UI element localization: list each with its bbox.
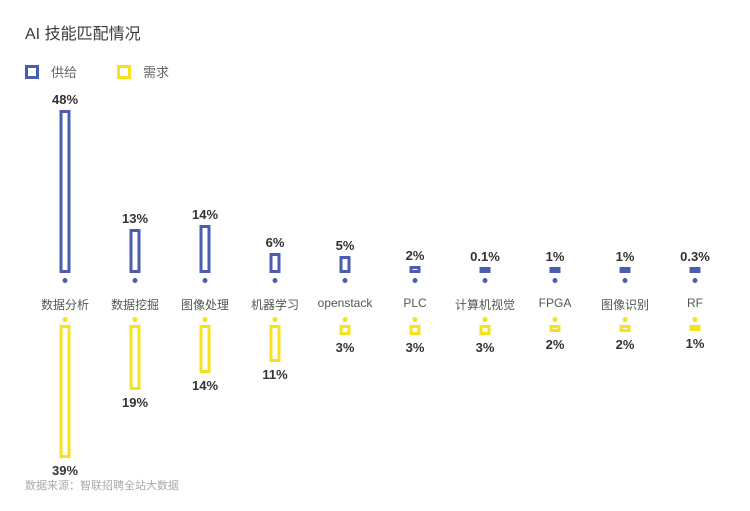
demand-value-label: 3% <box>315 340 375 355</box>
chart-title: AI 技能匹配情况 <box>25 20 725 44</box>
supply-dot <box>273 278 278 283</box>
demand-dot <box>343 317 348 322</box>
supply-bar <box>480 267 491 273</box>
category-label: FPGA <box>525 296 585 310</box>
supply-bar <box>200 225 211 273</box>
category-label: 图像处理 <box>175 296 235 313</box>
chart-column: 2% PLC 3% <box>385 91 445 481</box>
demand-value-label: 3% <box>455 340 515 355</box>
demand-bar <box>130 325 141 390</box>
demand-dot <box>553 317 558 322</box>
supply-value-label: 6% <box>245 235 305 250</box>
category-label: RF <box>665 296 725 310</box>
supply-dot <box>483 278 488 283</box>
legend: 供给 需求 <box>25 62 725 81</box>
demand-bar <box>340 325 351 335</box>
supply-dot <box>343 278 348 283</box>
chart-column: 1% 图像识别 2% <box>595 91 655 481</box>
legend-demand: 需求 <box>117 62 169 81</box>
chart-column: 48% 数据分析 39% <box>35 91 95 481</box>
category-label: 数据分析 <box>35 296 95 313</box>
supply-bar <box>340 256 351 273</box>
demand-bar <box>690 325 701 331</box>
supply-value-label: 5% <box>315 238 375 253</box>
legend-supply: 供给 <box>25 62 77 81</box>
chart-column: 6% 机器学习 11% <box>245 91 305 481</box>
demand-dot <box>273 317 278 322</box>
supply-value-label: 48% <box>35 92 95 107</box>
data-source: 数据来源：智联招聘全站大数据 <box>25 477 179 493</box>
demand-bar <box>410 325 421 335</box>
supply-value-label: 0.3% <box>665 249 725 264</box>
demand-bar <box>200 325 211 373</box>
supply-value-label: 1% <box>595 249 655 264</box>
demand-dot <box>623 317 628 322</box>
supply-value-label: 2% <box>385 248 445 263</box>
demand-bar <box>550 325 561 332</box>
demand-bar <box>480 325 491 335</box>
demand-value-label: 3% <box>385 340 445 355</box>
demand-value-label: 2% <box>595 337 655 352</box>
legend-swatch-demand <box>117 65 131 79</box>
demand-value-label: 1% <box>665 336 725 351</box>
category-label: 图像识别 <box>595 296 655 313</box>
demand-dot <box>413 317 418 322</box>
legend-supply-label: 供给 <box>51 62 77 81</box>
supply-dot <box>553 278 558 283</box>
demand-bar <box>620 325 631 332</box>
demand-value-label: 14% <box>175 378 235 393</box>
legend-demand-label: 需求 <box>143 62 169 81</box>
supply-value-label: 1% <box>525 249 585 264</box>
supply-value-label: 13% <box>105 211 165 226</box>
supply-dot <box>693 278 698 283</box>
supply-bar <box>270 253 281 273</box>
category-label: openstack <box>315 296 375 310</box>
supply-value-label: 0.1% <box>455 249 515 264</box>
category-label: 计算机视觉 <box>455 296 515 313</box>
supply-dot <box>203 278 208 283</box>
supply-bar <box>690 267 701 273</box>
supply-bar <box>130 229 141 273</box>
demand-dot <box>133 317 138 322</box>
supply-value-label: 14% <box>175 207 235 222</box>
chart-column: 0.3% RF 1% <box>665 91 725 481</box>
chart-column: 1% FPGA 2% <box>525 91 585 481</box>
category-label: 数据挖掘 <box>105 296 165 313</box>
legend-swatch-supply <box>25 65 39 79</box>
supply-dot <box>623 278 628 283</box>
chart-column: 14% 图像处理 14% <box>175 91 235 481</box>
supply-bar <box>620 267 631 273</box>
demand-value-label: 2% <box>525 337 585 352</box>
skills-chart: 48% 数据分析 39% 13% 数据挖掘 19% 14% 图像处理 14% 6% 机器学习 11% 5… <box>25 91 725 481</box>
demand-dot <box>203 317 208 322</box>
supply-bar <box>410 266 421 273</box>
supply-bar <box>60 110 71 273</box>
supply-bar <box>550 267 561 273</box>
demand-bar <box>60 325 71 458</box>
chart-column: 13% 数据挖掘 19% <box>105 91 165 481</box>
chart-column: 0.1% 计算机视觉 3% <box>455 91 515 481</box>
demand-value-label: 11% <box>245 367 305 382</box>
demand-dot <box>63 317 68 322</box>
chart-column: 5% openstack 3% <box>315 91 375 481</box>
category-label: PLC <box>385 296 445 310</box>
demand-value-label: 19% <box>105 395 165 410</box>
supply-dot <box>133 278 138 283</box>
demand-bar <box>270 325 281 362</box>
supply-dot <box>63 278 68 283</box>
demand-value-label: 39% <box>35 463 95 478</box>
demand-dot <box>483 317 488 322</box>
supply-dot <box>413 278 418 283</box>
demand-dot <box>693 317 698 322</box>
category-label: 机器学习 <box>245 296 305 313</box>
